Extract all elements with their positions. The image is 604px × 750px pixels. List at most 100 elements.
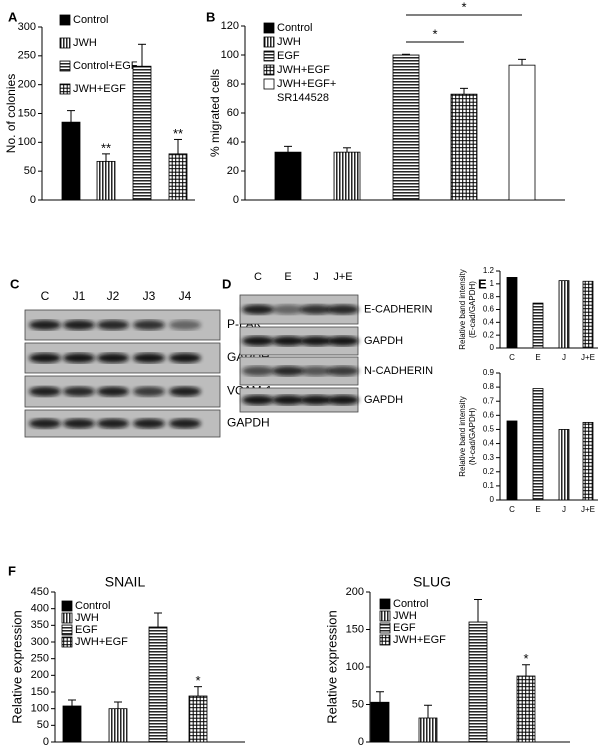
panel-label: F: [8, 563, 16, 578]
blot-band: [29, 386, 61, 397]
bar: [61, 121, 81, 201]
legend-label: JWH+EGF: [73, 83, 126, 95]
panel-label: E: [478, 276, 487, 291]
bar: [108, 708, 128, 743]
lane-label: J1: [73, 289, 86, 303]
y-tick-label: 0.3: [483, 453, 495, 462]
y-axis-label: Relative band intensity: [458, 396, 467, 477]
y-tick-label: 200: [31, 669, 49, 681]
legend-label: Control: [73, 14, 108, 26]
y-tick-label: 50: [352, 698, 364, 710]
lane-label: E: [284, 271, 291, 283]
bar: [333, 151, 361, 201]
blot-band: [63, 386, 95, 397]
chart-title: SNAIL: [105, 574, 146, 590]
legend-swatch: [379, 598, 391, 610]
lane-label: J+E: [333, 271, 352, 283]
blot-band: [97, 320, 129, 330]
y-tick-label: 0.7: [483, 396, 495, 405]
legend-swatch: [263, 50, 275, 62]
band-label: GAPDH: [364, 335, 403, 347]
legend-swatch: [61, 612, 73, 624]
lane-label: J3: [143, 289, 156, 303]
x-tick-label: E: [535, 505, 540, 514]
y-tick-label: 100: [31, 703, 49, 715]
lane-label: J4: [179, 289, 192, 303]
y-tick-label: 300: [18, 21, 36, 33]
y-tick-label: 150: [31, 686, 49, 698]
bar: [582, 421, 594, 501]
legend-label: JWH+EGF: [277, 64, 330, 76]
blot-band: [97, 353, 129, 363]
y-tick-label: 0: [490, 495, 495, 504]
legend-label: EGF: [393, 622, 416, 634]
bar: [582, 280, 594, 349]
lane-label: J2: [107, 289, 120, 303]
chart: B % migrated cells 0 20 40 60 80 100 120 Control J…: [206, 0, 565, 206]
significance-label: *: [432, 26, 437, 41]
panel-label: B: [206, 9, 215, 24]
chart: SLUG Relative expression 0 50 100 150 200 * Cont…: [324, 574, 570, 748]
blot-band: [97, 386, 129, 397]
y-axis-label: Relative band intensity: [458, 269, 467, 350]
y-tick-label: 0.8: [483, 292, 495, 301]
y-tick-label: 0.8: [483, 382, 495, 391]
y-tick-label: 0: [30, 194, 36, 206]
lane-label: C: [41, 289, 50, 303]
blot-band: [242, 304, 274, 315]
bar: [506, 277, 518, 349]
y-axis-label: Relative expression: [9, 610, 24, 723]
blot-band: [327, 366, 359, 376]
chart: F SNAIL Relative expression 0 50 100 150 200 250…: [8, 563, 245, 748]
blot-band: [242, 395, 274, 405]
y-tick-label: 120: [221, 20, 239, 32]
blot-band: [272, 336, 304, 346]
legend-label: Control: [277, 22, 312, 34]
x-tick-label: J+E: [581, 353, 595, 362]
significance-label: **: [173, 126, 183, 141]
blot-band: [169, 386, 201, 397]
significance-label: **: [101, 140, 111, 155]
western-blot: D C E J J+E E-CADHERIN GAPDH N-CADHERIN GAPDH: [222, 271, 433, 413]
y-tick-label: 400: [31, 603, 49, 615]
bar: [418, 717, 438, 743]
significance-label: *: [523, 651, 528, 666]
y-tick-label: 250: [31, 653, 49, 665]
significance-label: *: [195, 673, 200, 688]
x-tick-label: J: [562, 353, 566, 362]
blot-band: [300, 395, 332, 405]
y-tick-label: 0.5: [483, 425, 495, 434]
legend-swatch: [379, 634, 391, 646]
y-axis-label: Relative expression: [324, 610, 339, 723]
blot-band: [300, 304, 332, 315]
y-tick-label: 300: [31, 636, 49, 648]
y-tick-label: 0.6: [483, 410, 495, 419]
y-tick-label: 100: [18, 136, 36, 148]
bar: [532, 388, 544, 501]
blot-band: [97, 418, 129, 429]
blot-band: [272, 304, 304, 315]
legend-label: JWH: [73, 37, 97, 49]
chart-title: SLUG: [413, 574, 451, 590]
blot-band: [242, 366, 274, 376]
blot-band: [327, 336, 359, 346]
legend-label: JWH+EGF: [393, 634, 446, 646]
legend-label: SR144528: [277, 92, 329, 104]
y-tick-label: 0.4: [483, 317, 495, 326]
bar: [96, 160, 116, 201]
y-tick-label: 0.4: [483, 439, 495, 448]
blot-band: [169, 418, 201, 429]
blot-band: [169, 320, 201, 330]
blot-band: [29, 320, 61, 330]
band-label: E-CADHERIN: [364, 303, 433, 315]
blot-band: [242, 336, 274, 346]
y-tick-label: 0: [43, 736, 49, 748]
legend-label: JWH: [393, 610, 417, 622]
y-tick-label: 150: [346, 623, 364, 635]
y-tick-label: 20: [227, 165, 239, 177]
legend-swatch: [59, 14, 71, 26]
y-axis-label: (N-cad/GAPDH): [468, 407, 477, 465]
bar: [506, 420, 518, 501]
